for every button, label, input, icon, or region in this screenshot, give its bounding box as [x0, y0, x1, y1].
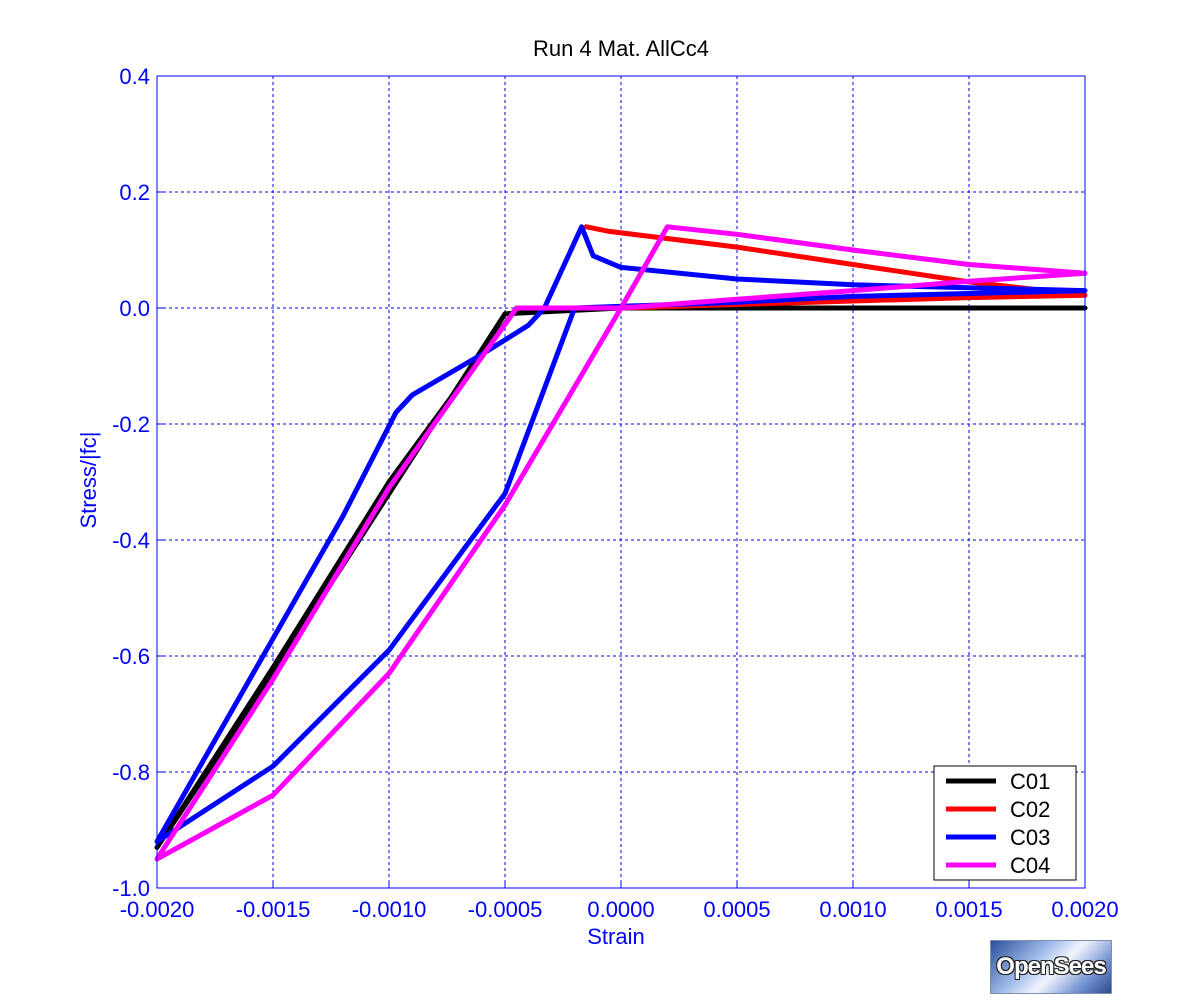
- x-tick-label: 0.0005: [703, 897, 770, 922]
- chart-title: Run 4 Mat. AllCc4: [533, 36, 709, 61]
- x-tick-label: 0.0010: [819, 897, 886, 922]
- legend-label-c01: C01: [1010, 769, 1050, 794]
- x-tick-label: -0.0015: [236, 897, 311, 922]
- x-tick-label: -0.0005: [468, 897, 543, 922]
- x-tick-label: -0.0010: [352, 897, 427, 922]
- x-tick-label: 0.0015: [935, 897, 1002, 922]
- y-tick-label: -0.2: [112, 412, 150, 437]
- y-tick-label: 0.0: [119, 296, 150, 321]
- tick-group: -0.0020 -0.0015 -0.0010 -0.0005 0.0000 0.0005…: [112, 64, 1119, 922]
- x-tick-label: 0.0000: [587, 897, 654, 922]
- x-axis-label: Strain: [587, 924, 644, 949]
- x-tick-label: 0.0020: [1051, 897, 1118, 922]
- y-tick-label: -0.6: [112, 644, 150, 669]
- legend-label-c02: C02: [1010, 797, 1050, 822]
- y-axis-label: Stress/|fc|: [76, 431, 101, 528]
- legend-label-c03: C03: [1010, 825, 1050, 850]
- legend-label-c04: C04: [1010, 853, 1050, 878]
- series-line-c04: [154, 224, 1088, 862]
- x-tick-label: -0.0020: [120, 897, 195, 922]
- y-tick-label: -1.0: [112, 876, 150, 901]
- logo-text: OpenSees: [996, 953, 1106, 980]
- opensees-logo: OpenSees: [990, 940, 1112, 994]
- y-tick-label: -0.4: [112, 528, 150, 553]
- legend: C01 C02 C03 C04: [933, 765, 1077, 881]
- legend-box: [933, 765, 1077, 881]
- y-tick-label: 0.4: [119, 64, 150, 89]
- series-line-c03: [154, 224, 1088, 845]
- y-tick-label: -0.8: [112, 760, 150, 785]
- y-tick-label: 0.2: [119, 180, 150, 205]
